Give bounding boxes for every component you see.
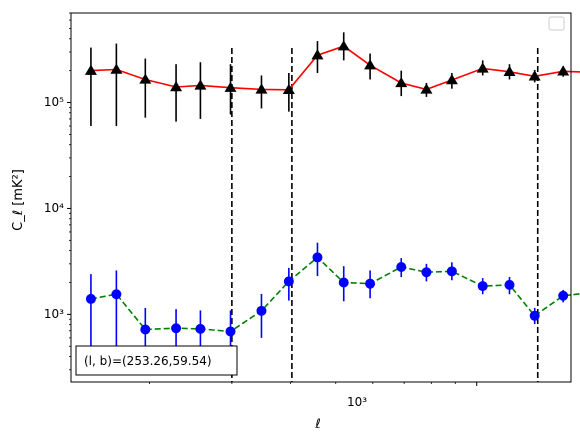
series-1-marker-16 (529, 310, 540, 321)
series-0-marker-1 (110, 63, 123, 74)
series-0 (84, 32, 580, 127)
series-0-marker-11 (395, 76, 408, 88)
series-0-marker-12 (420, 83, 433, 94)
series-1-marker-10 (365, 278, 376, 289)
series-1-marker-0 (85, 293, 96, 304)
series-0-marker-10 (364, 59, 377, 70)
annotation-box (75, 345, 238, 376)
annotation-text: (l, b)=(253.26,59.54) (84, 354, 212, 368)
series-0-marker-9 (337, 40, 350, 51)
axes-frame (70, 12, 572, 383)
series-0-marker-17 (557, 65, 570, 76)
x-axis-label: ℓ (314, 417, 320, 432)
y-axis-label: C_ℓ [mK²] (11, 169, 26, 231)
vertical-reference-lines (231, 48, 539, 382)
series-1-marker-14 (477, 281, 488, 292)
series-0-marker-14 (476, 62, 489, 73)
y-tick-label-1000: 10³ (44, 307, 64, 321)
series-0-marker-2 (139, 73, 152, 84)
axis-ticks (67, 12, 478, 386)
series-1-marker-3 (171, 323, 182, 334)
series-0-marker-15 (503, 65, 516, 76)
series-0-marker-13 (445, 74, 458, 85)
series-1-marker-4 (195, 323, 206, 334)
series-0-marker-4 (194, 79, 207, 90)
plot-area (71, 13, 571, 382)
series-0-marker-5 (224, 81, 237, 92)
series-1-marker-8 (312, 252, 323, 263)
series-1-marker-17 (558, 290, 569, 301)
series-layer (84, 32, 580, 367)
series-0-marker-6 (255, 83, 268, 94)
series-1-marker-7 (283, 276, 294, 287)
series-1-marker-15 (504, 279, 515, 290)
x-tick-label-1000: 10³ (347, 395, 367, 409)
series-0-marker-16 (528, 70, 541, 81)
series-0-marker-0 (84, 64, 97, 75)
series-1-marker-2 (140, 324, 151, 335)
series-1-marker-1 (111, 289, 122, 300)
series-0-marker-8 (311, 49, 324, 60)
series-1-marker-11 (396, 262, 407, 273)
series-1-marker-6 (256, 305, 267, 316)
legend-box (548, 16, 565, 31)
series-1-marker-5 (225, 326, 236, 337)
series-1-marker-13 (446, 266, 457, 277)
y-tick-label-10000: 10⁴ (44, 201, 64, 215)
series-0-marker-3 (170, 81, 183, 92)
series-1-marker-12 (421, 267, 432, 278)
series-1-marker-9 (338, 277, 349, 288)
y-tick-label-100000: 10⁵ (44, 95, 64, 109)
series-0-marker-7 (282, 83, 295, 94)
